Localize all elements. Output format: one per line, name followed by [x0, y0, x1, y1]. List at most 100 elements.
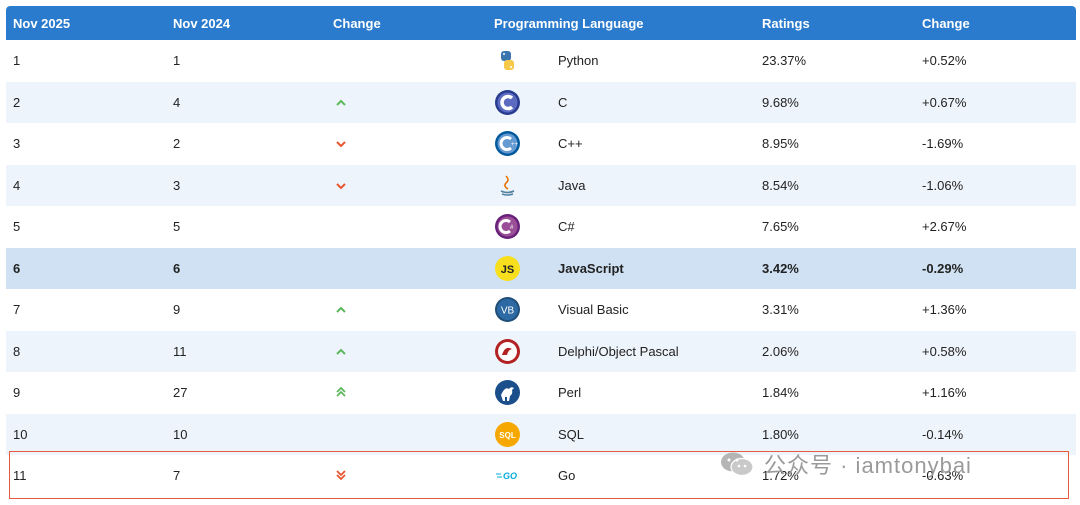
change-value: +1.16%	[922, 385, 967, 401]
language-name[interactable]: JavaScript	[558, 260, 624, 276]
ranking-table: Nov 2025 Nov 2024 Change Programming Lan…	[6, 6, 1076, 497]
rating-value: 3.31%	[762, 302, 799, 318]
table-row[interactable]: 1 1 Python 23.37% +0.52%	[6, 40, 1076, 82]
watermark: 公众号 · iamtonybai	[720, 449, 972, 479]
rank-2025: 3	[13, 136, 21, 152]
wechat-icon	[721, 452, 754, 477]
svg-text:++: ++	[511, 142, 519, 148]
rating-value: 7.65%	[762, 219, 799, 235]
cpp-logo-icon: ++	[495, 131, 520, 156]
change-value: -0.14%	[922, 426, 964, 442]
header-change[interactable]: Change	[333, 15, 381, 31]
rank-2025: 6	[13, 260, 21, 276]
language-name[interactable]: Delphi/Object Pascal	[558, 343, 679, 359]
chevron-down-icon	[336, 182, 346, 189]
change-value: +0.52%	[922, 53, 967, 69]
change-value: -0.63%	[922, 468, 964, 484]
rating-value: 9.68%	[762, 94, 799, 110]
table-row[interactable]: 2 4 C 9.68% +0.67%	[6, 81, 1076, 123]
vb-logo-icon: VB	[495, 297, 520, 322]
rating-value: 8.54%	[762, 177, 799, 193]
watermark-text: 公众号 · iamtonybai	[764, 453, 972, 478]
c-logo-icon	[495, 89, 520, 115]
chevron-up-icon	[336, 306, 346, 313]
table-row[interactable]: 10 10 SQL SQL 1.80% -0.14%	[6, 413, 1076, 455]
change-value: -0.29%	[922, 260, 964, 276]
rating-value: 8.95%	[762, 136, 799, 152]
rank-2024: 4	[173, 94, 181, 110]
svg-text:JS: JS	[501, 264, 514, 276]
rank-2025: 1	[13, 53, 21, 69]
rating-value: 1.72%	[762, 468, 799, 484]
rank-2024: 7	[173, 468, 181, 484]
rank-2024: 6	[173, 260, 181, 276]
rating-value: 23.37%	[762, 53, 807, 69]
perl-logo-icon	[495, 380, 520, 405]
chevron-down-icon	[336, 141, 346, 148]
go-logo-icon: GO	[496, 471, 517, 481]
language-name[interactable]: Perl	[558, 385, 582, 401]
change-value: +0.58%	[922, 343, 967, 359]
delphi-logo-icon	[495, 338, 520, 364]
rank-2025: 7	[13, 302, 21, 318]
chevron-up-icon	[336, 99, 346, 106]
rating-value: 2.06%	[762, 343, 799, 359]
header-ratings[interactable]: Ratings	[762, 15, 810, 31]
language-name[interactable]: Java	[558, 177, 586, 193]
rank-2024: 5	[173, 219, 181, 235]
table-row[interactable]: 8 11 Delphi/Object Pascal 2.06% +0.58%	[6, 330, 1076, 372]
rank-2025: 10	[13, 426, 28, 442]
rank-2024: 3	[173, 177, 181, 193]
rank-2025: 5	[13, 219, 21, 235]
header-nov-2024[interactable]: Nov 2024	[173, 15, 231, 31]
table-row[interactable]: 5 5 # C# 7.65% +2.67%	[6, 206, 1076, 248]
double-chevron-up-icon	[336, 386, 346, 397]
rating-value: 1.84%	[762, 385, 799, 401]
change-value: +1.36%	[922, 302, 967, 318]
table-row[interactable]: 7 9 VB Visual Basic 3.31% +1.36%	[6, 289, 1076, 331]
language-name[interactable]: C	[558, 94, 568, 110]
svg-text:#: #	[510, 225, 514, 231]
csharp-logo-icon: #	[495, 214, 520, 239]
rank-2025: 11	[13, 468, 27, 484]
language-name[interactable]: Visual Basic	[558, 302, 629, 318]
table-row[interactable]: 3 2 ++ C++ 8.95% -1.69%	[6, 123, 1076, 165]
language-name[interactable]: Python	[558, 53, 599, 69]
rank-2025: 4	[13, 177, 21, 193]
rank-2024: 27	[173, 385, 188, 401]
language-name[interactable]: Go	[558, 468, 576, 484]
rating-value: 1.80%	[762, 426, 799, 442]
rating-value: 3.42%	[762, 260, 799, 276]
header-language[interactable]: Programming Language	[494, 15, 644, 31]
table-row[interactable]: 11 7 GO Go 1.72% -0.63%	[6, 455, 1076, 497]
double-chevron-down-icon	[336, 470, 346, 481]
java-logo-icon	[500, 174, 515, 196]
header-change-percent[interactable]: Change	[922, 15, 970, 31]
table-row[interactable]: 9 27 Perl 1.84% +1.16%	[6, 372, 1076, 414]
language-name[interactable]: C#	[558, 219, 575, 235]
javascript-logo-icon: JS	[495, 255, 520, 281]
rank-2025: 8	[13, 343, 21, 359]
rank-2024: 10	[173, 426, 188, 442]
rank-2025: 9	[13, 385, 21, 401]
change-value: -1.69%	[922, 136, 964, 152]
change-value: +2.67%	[922, 219, 967, 235]
language-name[interactable]: SQL	[558, 426, 585, 442]
svg-text:SQL: SQL	[499, 431, 516, 440]
chevron-up-icon	[336, 348, 346, 355]
rank-2024: 2	[173, 136, 181, 152]
header-nov-2025[interactable]: Nov 2025	[13, 15, 71, 31]
change-value: -1.06%	[922, 177, 964, 193]
table-row[interactable]: 4 3 Java 8.54% -1.06%	[6, 164, 1076, 206]
table-row[interactable]: 6 6 JS JavaScript 3.42% -0.29%	[6, 247, 1076, 289]
svg-text:GO: GO	[503, 471, 517, 481]
rank-2024: 11	[173, 343, 187, 359]
rank-2024: 1	[173, 53, 181, 69]
python-logo-icon	[501, 51, 514, 70]
annotation-highlight-box	[9, 451, 1069, 499]
language-name[interactable]: C++	[558, 136, 583, 152]
sql-logo-icon: SQL	[495, 421, 520, 447]
svg-text:VB: VB	[501, 306, 515, 317]
table-header: Nov 2025 Nov 2024 Change Programming Lan…	[6, 6, 1076, 40]
rank-2024: 9	[173, 302, 181, 318]
